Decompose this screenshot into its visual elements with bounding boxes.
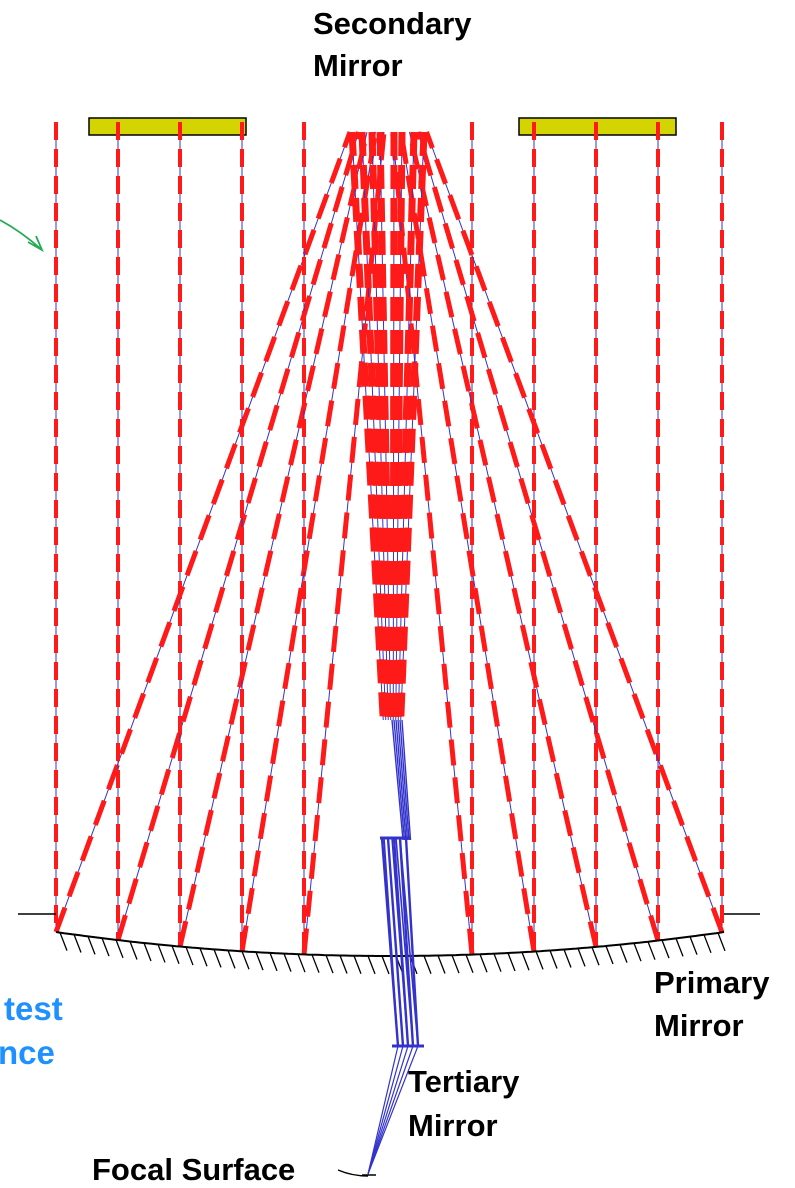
primary-mirror-hatch (591, 946, 600, 966)
primary-mirror-hatch (367, 955, 376, 975)
tertiary-ray-up (395, 837, 414, 1047)
ray-reflected (115, 131, 361, 941)
primary-mirror-hatch (703, 934, 712, 954)
primary-mirror-hatch (451, 954, 460, 974)
primary-mirror-label: Primary (654, 965, 770, 1000)
tertiary-mirror-label-line2: Mirror (408, 1108, 498, 1143)
focal-surface-label: Focal Surface (92, 1152, 295, 1187)
primary-mirror-hatch (437, 955, 446, 974)
primary-mirror-hatch (269, 952, 278, 972)
primary-mirror-hatch (493, 953, 502, 972)
primary-mirror (18, 913, 760, 975)
primary-mirror-hatch (171, 945, 180, 965)
primary-mirror-hatch (717, 932, 726, 952)
beam-to-tertiary (399, 719, 410, 841)
primary-mirror-hatch (465, 954, 474, 973)
primary-mirror-hatch (479, 954, 488, 973)
tertiary-ray-down (404, 837, 420, 1047)
primary-mirror-hatch (689, 936, 698, 955)
ray-reflected (424, 131, 725, 934)
beam-core (400, 131, 425, 721)
primary-mirror-hatch (549, 950, 558, 969)
primary-mirror-hatch (605, 945, 614, 965)
beam-core (371, 131, 389, 721)
primary-mirror-hatch (381, 955, 390, 975)
tertiary-mirror-label: Tertiary (408, 1064, 520, 1099)
ray-reflected (415, 131, 661, 942)
ray-reflected (398, 131, 537, 952)
focal-surface-pointer (337, 1169, 369, 1177)
tertiary-ray-up (383, 837, 399, 1047)
primary-mirror-hatch (661, 939, 670, 959)
primary-mirror-label-line2: Mirror (654, 1008, 744, 1043)
tertiary-ray-focal (367, 1045, 414, 1175)
primary-mirror-hatch (521, 952, 530, 971)
ray-reflected (407, 131, 599, 948)
primary-mirror-hatch (647, 941, 656, 960)
cropped-left-text-line2: nce (0, 1034, 55, 1071)
primary-mirror-hatch (213, 949, 222, 968)
primary-mirror-hatch (633, 942, 642, 962)
primary-mirror-hatch (227, 950, 236, 969)
primary-mirror-hatch (619, 944, 628, 963)
tertiary-ray-up (387, 837, 404, 1047)
primary-mirror-hatch (311, 954, 320, 973)
primary-mirror-hatch (353, 955, 362, 974)
primary-mirror-hatch (339, 955, 348, 974)
tertiary-ray-focal (367, 1045, 399, 1175)
primary-mirror-hatch (241, 951, 250, 970)
secondary-mirror-label: Secondary (313, 6, 472, 41)
beam-core (392, 131, 395, 721)
primary-mirror-hatch (143, 942, 152, 962)
tertiary-ray-up (399, 837, 419, 1047)
primary-mirror-hatch (129, 941, 138, 960)
primary-mirror-hatch (157, 944, 166, 963)
primary-mirror-hatch (115, 939, 124, 959)
ray-reflected (177, 131, 370, 948)
primary-mirror-hatch (675, 938, 684, 957)
beam-to-tertiary (391, 719, 404, 841)
primary-mirror-hatch (297, 953, 306, 973)
primary-mirror-hatch (325, 954, 334, 974)
primary-mirror-hatch (283, 953, 292, 972)
beam-core (361, 131, 387, 721)
primary-mirror-hatch (87, 936, 96, 955)
cropped-left-text: test (4, 990, 63, 1027)
primary-mirror-hatch (507, 952, 516, 972)
primary-mirror-hatch (423, 955, 432, 974)
primary-mirror-hatch (535, 951, 544, 970)
primary-mirror-hatch (577, 948, 586, 967)
primary-mirror-hatch (185, 946, 194, 966)
secondary-mirror-label-line2: Mirror (313, 48, 403, 83)
primary-mirror-hatch (255, 951, 264, 971)
beam-to-tertiary (397, 719, 409, 841)
tertiary-ray-focal (367, 1045, 419, 1175)
beam-core (397, 131, 415, 721)
tertiary-ray-focal (367, 1045, 404, 1175)
ray-reflected (390, 131, 475, 955)
green-arrow-icon (0, 219, 44, 253)
ray-reflected (239, 131, 378, 952)
primary-mirror-hatch (563, 949, 572, 968)
ray-traces (53, 122, 725, 955)
beam-core (351, 131, 384, 721)
primary-mirror-hatch (73, 934, 82, 953)
ray-reflected (53, 131, 353, 933)
beam-to-tertiary (393, 719, 406, 841)
primary-mirror-hatch (59, 932, 68, 951)
tertiary-mirror (362, 836, 424, 1176)
beam-core (395, 131, 403, 721)
beam-to-tertiary (395, 719, 407, 841)
beam-core (379, 131, 392, 721)
beam-to-tertiary (401, 719, 412, 841)
tertiary-ray-focal (367, 1045, 409, 1175)
primary-mirror-hatch (101, 937, 110, 957)
obstruction-bar-left (88, 117, 247, 136)
tertiary-ray-up (391, 837, 409, 1047)
primary-mirror-hatch (199, 948, 208, 967)
